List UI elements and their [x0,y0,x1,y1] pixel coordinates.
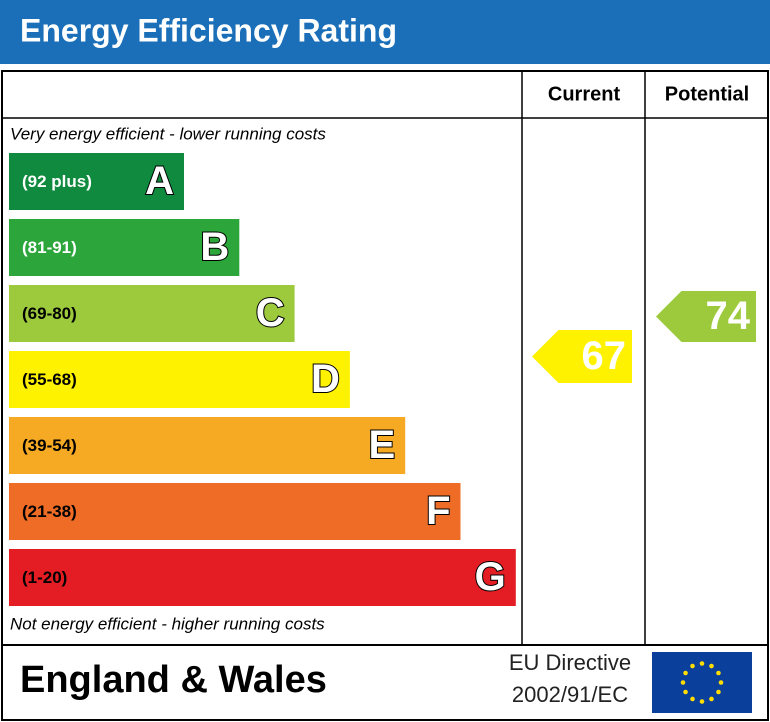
star [683,689,688,695]
band-letter: F [426,489,450,533]
band-range: (81-91) [22,238,77,257]
title: Energy Efficiency Rating [20,12,397,48]
star [718,680,724,685]
band-range: (39-54) [22,436,77,455]
star [699,661,705,666]
band-letter: E [369,423,396,467]
top-note: Very energy efficient - lower running co… [10,124,326,143]
band-bar [9,351,350,408]
band-range: (1-20) [22,568,67,587]
rating-value: 67 [582,334,627,378]
band-bar [9,285,295,342]
band-bar [9,153,184,210]
region: England & Wales [20,659,327,701]
eu-stars [680,661,724,704]
band-range: (92 plus) [22,172,92,191]
band-bar [9,417,406,474]
band-range: (21-38) [22,502,77,521]
header-bar [0,0,770,64]
star [683,670,688,676]
band-letter: C [256,291,285,335]
band-letter: D [311,357,340,401]
rating-arrow [532,330,632,383]
directive: EU Directive [509,650,631,675]
star [690,696,695,702]
directive: 2002/91/EC [512,682,628,707]
band-bar [9,483,461,540]
band-letter: A [145,159,174,203]
column-header: Current [548,83,621,105]
band-letter: G [475,555,506,599]
rating-arrow [656,291,756,342]
band-bar [9,219,240,276]
column-header: Potential [665,83,749,105]
band-range: (55-68) [22,370,77,389]
star [690,663,695,669]
star [699,699,705,704]
bottom-note: Not energy efficient - higher running co… [10,614,325,633]
band-letter: B [200,225,229,269]
rating-value: 74 [706,294,751,338]
eu-flag [652,652,752,713]
star [709,696,714,702]
star [716,670,721,676]
band-bar [9,549,516,606]
star [709,663,714,669]
band-range: (69-80) [22,304,77,323]
star [680,680,686,685]
star [716,689,721,695]
frame [1,70,769,721]
